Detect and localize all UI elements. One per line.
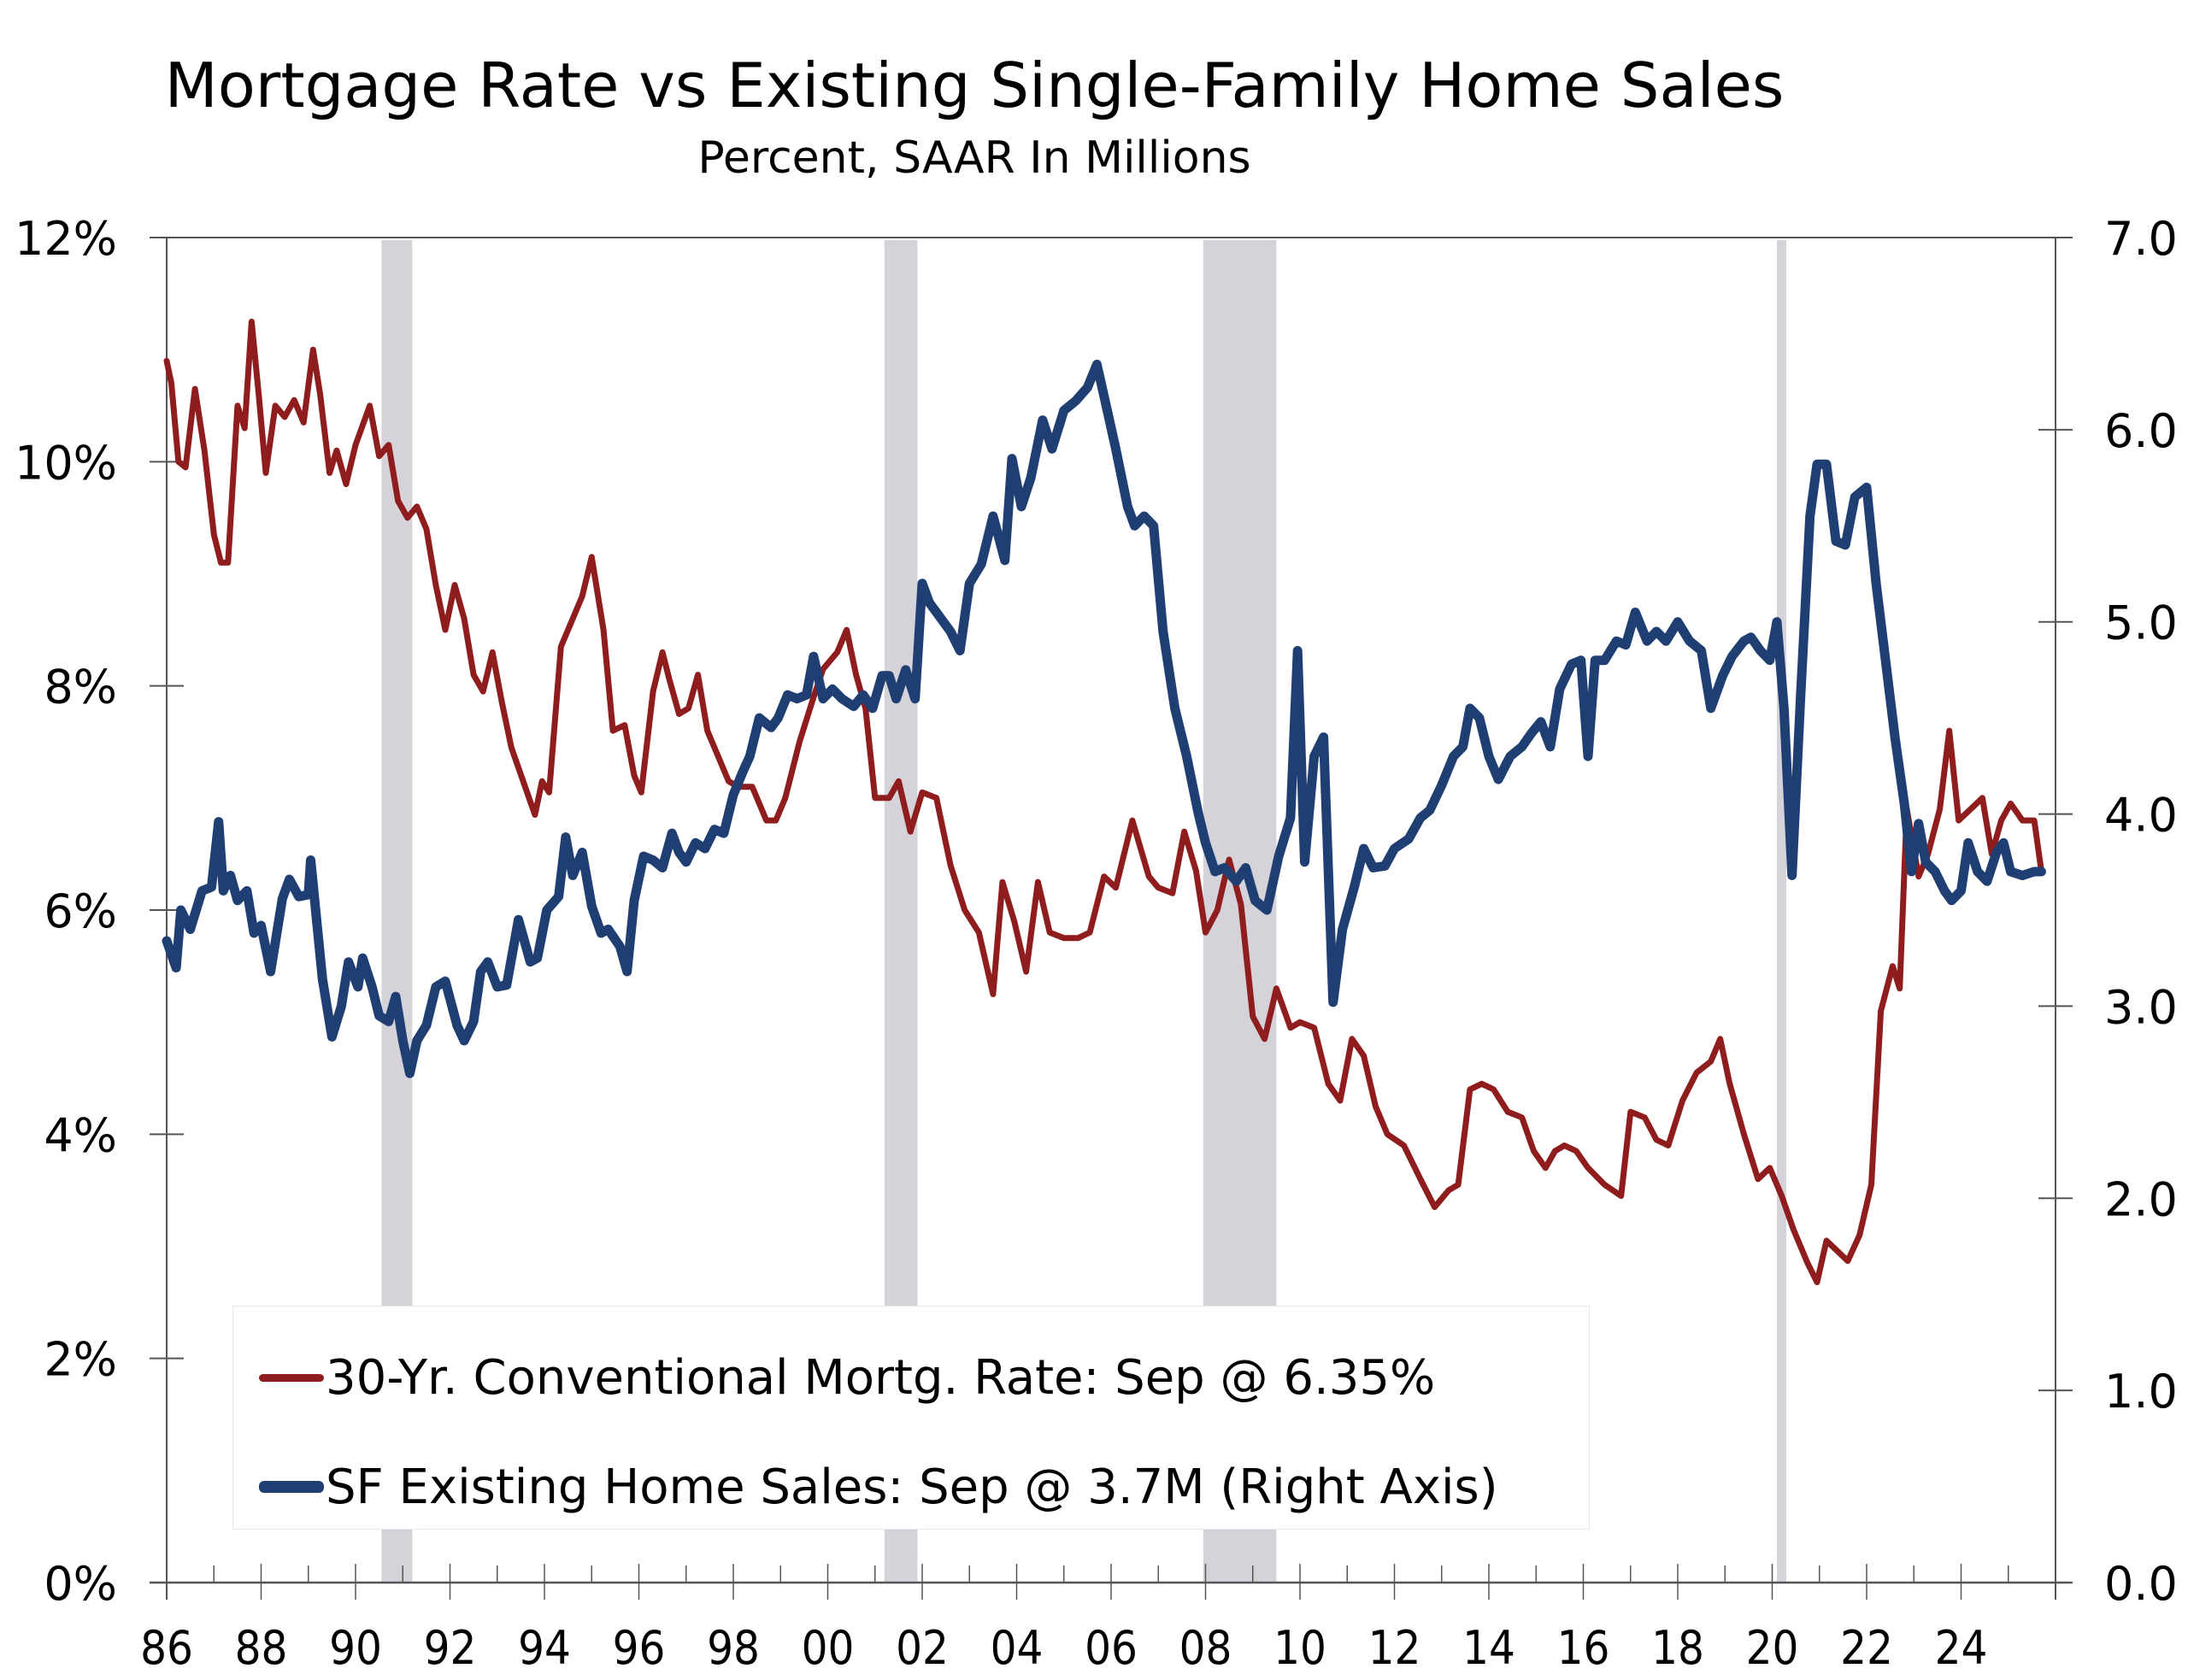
x-tick-label: 00 [802,1621,855,1675]
x-tick-label: 04 [991,1621,1044,1675]
x-tick-label: 06 [1085,1621,1138,1675]
legend-item-mortgage-rate: 30-Yr. Conventional Mortg. Rate: Sep @ 6… [259,1348,1435,1407]
x-tick-label: 88 [235,1621,288,1675]
mortgage-rate-line [163,318,2044,1285]
y-right-tick-label: 5.0 [2104,596,2178,650]
x-tick-label: 92 [424,1621,477,1675]
y-right-tick-label: 3.0 [2104,980,2178,1034]
x-tick-label: 86 [140,1621,193,1675]
y-left-tick-label: 12% [15,212,117,266]
series-lines [162,318,2046,1285]
y-right-tick-label: 1.0 [2104,1365,2178,1419]
home-sales-swatch-icon [259,1481,324,1493]
x-tick-label: 24 [1935,1621,1988,1675]
y-right-tick-label: 2.0 [2104,1172,2178,1226]
x-tick-label: 10 [1273,1621,1326,1675]
x-tick-label: 12 [1368,1621,1421,1675]
x-tick-label: 08 [1179,1621,1232,1675]
x-tick-label: 94 [518,1621,571,1675]
y-left-tick-label: 2% [44,1333,117,1387]
home-sales-line [162,359,2046,1078]
x-tick-label: 14 [1462,1621,1515,1675]
y-left-tick-label: 10% [15,436,117,490]
axes: 0% 2% 4% 6% 8% 10% 12% 0.0 1.0 2.0 3.0 4.0 5.0 6.0 7.0… [15,212,2178,1675]
y-left-tick-label: 0% [44,1557,117,1611]
x-tick-label: 98 [707,1621,760,1675]
x-tick-label: 20 [1746,1621,1799,1675]
legend-label-home-sales: SF Existing Home Sales: Sep @ 3.7M (Righ… [326,1459,1498,1515]
y-right-tick-label: 4.0 [2104,789,2178,843]
y-right-tick-label: 6.0 [2104,404,2178,458]
legend-label-mortgage-rate: 30-Yr. Conventional Mortg. Rate: Sep @ 6… [326,1349,1436,1406]
y-left-tick-label: 6% [44,884,117,938]
x-tick-label: 22 [1840,1621,1893,1675]
x-tick-label: 16 [1557,1621,1610,1675]
legend: 30-Yr. Conventional Mortg. Rate: Sep @ 6… [232,1306,1590,1530]
y-left-tick-label: 4% [44,1108,117,1162]
y-right-tick-label: 0.0 [2104,1557,2178,1611]
chart-title: Mortgage Rate vs Existing Single-Family … [164,50,1785,121]
x-tick-label: 02 [896,1621,949,1675]
y-right-tick-label: 7.0 [2104,212,2178,266]
y-left-tick-label: 8% [44,661,117,714]
x-tick-label: 18 [1651,1621,1704,1675]
recession-band [1777,240,1787,1583]
chart-subtitle: Percent, SAAR In Millions [697,132,1251,184]
x-tick-label: 90 [329,1621,382,1675]
legend-item-home-sales: SF Existing Home Sales: Sep @ 3.7M (Righ… [259,1457,1498,1517]
x-tick-label: 96 [613,1621,666,1675]
mortgage-rate-swatch-icon [259,1373,324,1382]
